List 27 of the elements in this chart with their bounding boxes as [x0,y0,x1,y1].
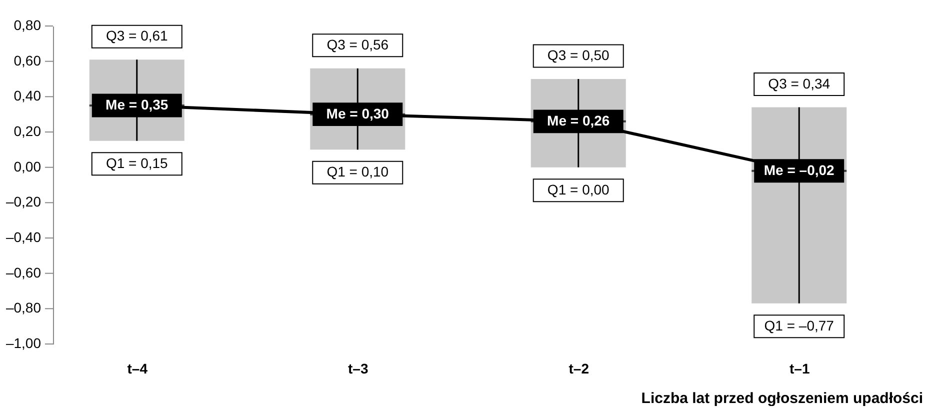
x-tick-label: t–3 [348,360,368,376]
x-tick-label: t–2 [568,360,590,376]
y-tick-label: –0,60 [6,264,42,280]
y-tick-label: –0,40 [6,229,42,245]
annotation: Q3 = 0,50 [547,47,610,63]
annotation: Q1 = –0,77 [764,317,834,334]
x-tick-label: t–4 [127,360,148,376]
annotation: Q1 = 0,15 [106,154,168,171]
annotation: Q3 = 0,34 [768,75,830,92]
y-tick-label: –0,80 [6,300,42,316]
y-tick-label: –1,00 [6,335,42,351]
y-tick-label: 0,80 [14,17,42,33]
data-label: Me = 0,26 [547,112,610,128]
data-label: Me = 0,30 [326,105,390,122]
data-label: Me = –0,02 [764,162,835,178]
y-tick-label: 0,60 [14,52,42,68]
x-axis-title: Liczba lat przed ogłoszeniem upadłości [641,390,923,407]
annotation: Q1 = 0,00 [547,181,610,198]
y-tick-label: 0,40 [14,88,42,104]
x-tick-label: t–1 [790,360,810,376]
y-tick-label: 0,00 [14,158,42,174]
data-label: Me = 0,35 [106,96,168,112]
y-tick-label: –0,20 [6,194,42,210]
annotation: Q3 = 0,61 [106,28,168,44]
annotation: Q3 = 0,56 [326,36,389,52]
annotation: Q1 = 0,10 [326,164,389,180]
y-tick-label: 0,20 [14,123,42,139]
